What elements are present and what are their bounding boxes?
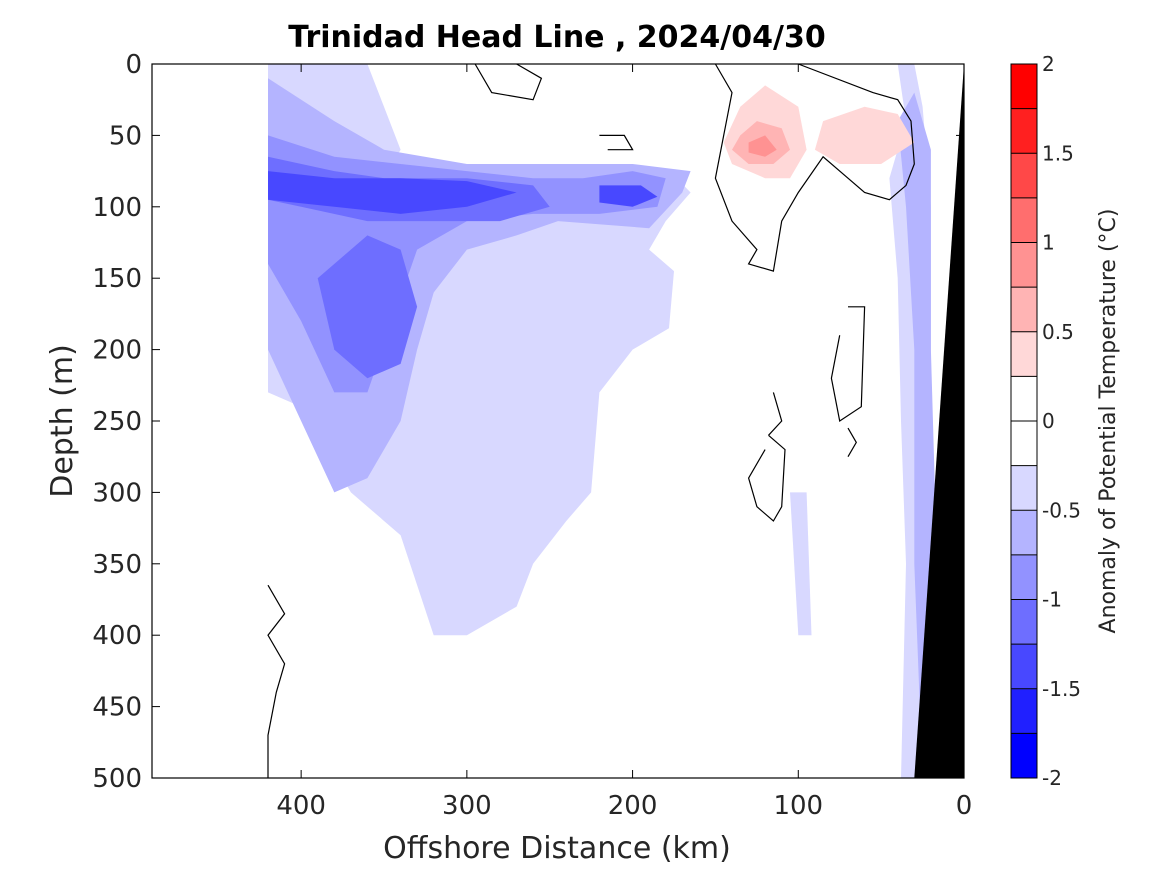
contour-fill-layer — [268, 64, 964, 779]
anomaly-region — [317, 235, 418, 379]
colorbar-swatch — [1011, 242, 1037, 288]
colorbar-swatch — [1011, 599, 1037, 645]
colorbar-swatch — [1011, 421, 1037, 467]
x-axis-label: Offshore Distance (km) — [383, 831, 731, 866]
colorbar-tick-label: 0.5 — [1042, 320, 1074, 344]
zero-contour-line — [747, 434, 786, 522]
zero-contour-line — [830, 306, 866, 422]
y-tick-label: 0 — [125, 50, 142, 80]
anomaly-region — [814, 106, 915, 164]
anomaly-region — [268, 171, 517, 214]
seafloor-mask — [914, 64, 964, 778]
colorbar-swatch — [1011, 644, 1037, 690]
x-tick-label: 0 — [956, 791, 973, 821]
colorbar-swatch — [1011, 554, 1037, 600]
anomaly-region — [748, 135, 777, 157]
y-tick-label: 300 — [92, 478, 142, 508]
zero-contour-line — [599, 134, 634, 151]
colorbar-tick-label: 1.5 — [1042, 141, 1074, 165]
y-tick-label: 450 — [92, 693, 142, 723]
y-tick-label: 400 — [92, 621, 142, 651]
y-tick-label: 500 — [92, 764, 142, 794]
colorbar-tick-label: -1 — [1042, 588, 1062, 612]
zero-contour-line — [474, 63, 543, 101]
colorbar-swatch — [1011, 376, 1037, 422]
colorbar-swatch — [1011, 108, 1037, 154]
colorbar-tick-label: 0 — [1042, 409, 1055, 433]
y-tick-label: 200 — [92, 336, 142, 366]
zero-contour-line — [267, 584, 286, 778]
colorbar-swatch — [1011, 197, 1037, 243]
y-tick-label: 50 — [109, 121, 142, 151]
anomaly-region — [599, 185, 658, 207]
colorbar-swatch — [1011, 287, 1037, 333]
y-tick-label: 100 — [92, 193, 142, 223]
anomaly-region — [599, 64, 915, 778]
anomaly-region — [790, 492, 812, 636]
colorbar-swatch — [1011, 465, 1037, 511]
colorbar-swatch — [1011, 733, 1037, 779]
colorbar-swatch — [1011, 510, 1037, 556]
colorbar-swatch — [1011, 331, 1037, 377]
colorbar-tick-label: 2 — [1042, 52, 1055, 76]
anomaly-region — [384, 692, 484, 778]
colorbar: -2 -1.5 -1 -0.5 0 0.5 1 1.5 2 — [1010, 52, 1081, 790]
colorbar-swatch — [1011, 153, 1037, 199]
x-tick-label: 100 — [773, 791, 823, 821]
y-tick-label: 250 — [92, 407, 142, 437]
colorbar-label: Anomaly of Potential Temperature (°C) — [1096, 209, 1121, 634]
zero-contour-line — [768, 392, 783, 436]
x-axis: 400 300 200 100 0 — [276, 64, 972, 821]
zero-contour-line — [714, 63, 915, 272]
y-axis: 0 50 100 150 200 250 300 350 400 450 500 — [92, 50, 964, 794]
plot-area — [151, 63, 965, 779]
y-tick-label: 350 — [92, 550, 142, 580]
chart-title: Trinidad Head Line , 2024/04/30 — [288, 20, 825, 55]
x-tick-label: 200 — [608, 791, 658, 821]
y-axis-label: Depth (m) — [45, 344, 80, 498]
colorbar-tick-label: -1.5 — [1042, 677, 1081, 701]
colorbar-tick-label: -0.5 — [1042, 498, 1081, 522]
colorbar-frame — [1010, 63, 1038, 779]
y-tick-label: 150 — [92, 264, 142, 294]
x-tick-label: 400 — [276, 791, 326, 821]
colorbar-tick-label: -2 — [1042, 766, 1062, 790]
colorbar-swatch — [1011, 64, 1037, 110]
zero-contour-layer — [267, 63, 915, 778]
colorbar-swatch — [1011, 688, 1037, 734]
zero-contour-line — [847, 427, 857, 458]
colorbar-tick-label: 1 — [1042, 231, 1055, 255]
x-tick-label: 300 — [442, 791, 492, 821]
